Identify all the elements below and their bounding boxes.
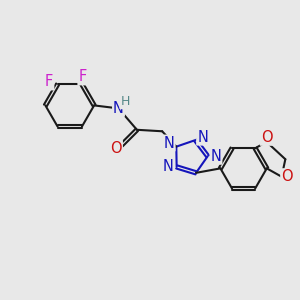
Text: O: O (261, 130, 272, 145)
Text: N: N (163, 159, 174, 174)
Text: N: N (211, 149, 221, 164)
Text: F: F (78, 69, 87, 84)
Text: N: N (164, 136, 175, 151)
Text: N: N (113, 101, 124, 116)
Text: O: O (281, 169, 293, 184)
Text: N: N (197, 130, 208, 145)
Text: O: O (110, 141, 122, 156)
Text: H: H (120, 95, 130, 108)
Text: F: F (45, 74, 53, 89)
